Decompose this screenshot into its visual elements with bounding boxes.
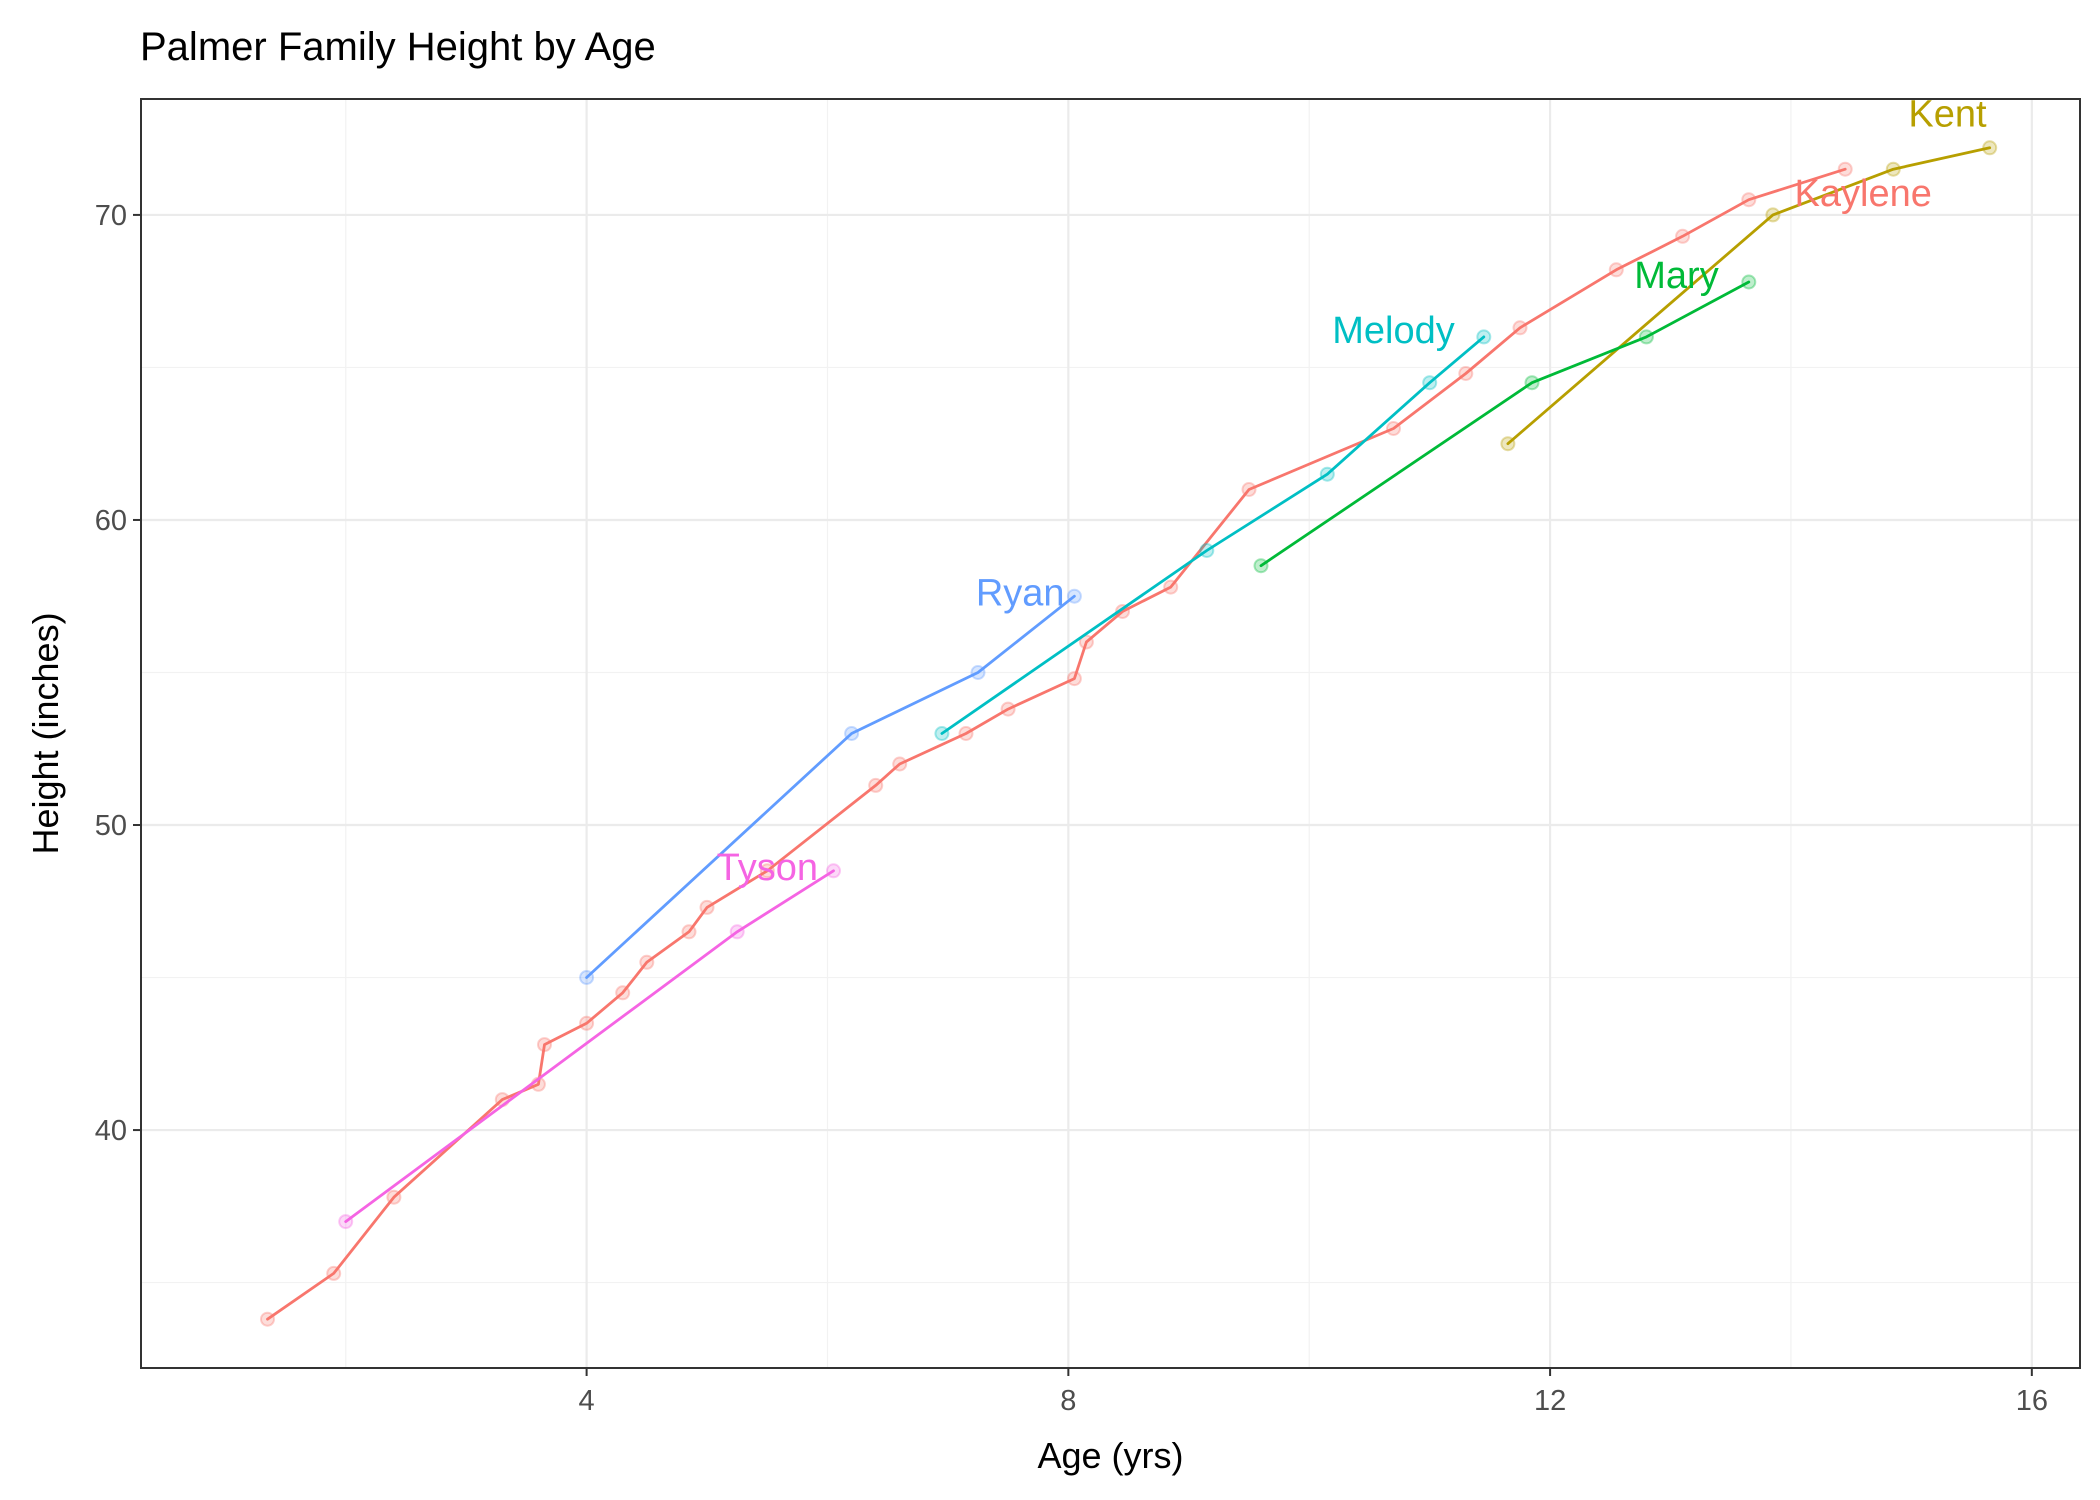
x-axis-title: Age (yrs) [1037,1435,1183,1476]
series-line-mary [1259,280,1751,568]
data-point [1675,228,1691,244]
data-point [1066,588,1082,604]
y-axis: 40 50 60 70 [95,200,141,1147]
data-point [1000,701,1016,717]
data-point [537,1037,552,1053]
data-point [1163,579,1179,595]
data-point [1638,329,1654,345]
series-line-melody [940,335,1486,735]
data-point [729,924,745,940]
data-point [892,756,908,772]
data-point [1885,161,1901,177]
data-point [1422,375,1438,391]
series-kent [1500,140,1998,452]
data-point [1608,262,1624,278]
data-point [1512,320,1528,336]
data-point [759,863,775,879]
series-line-ryan [585,594,1076,979]
x-tick-label: 12 [1534,1385,1566,1417]
data-point [1241,482,1257,497]
x-axis: 4 8 12 16 [579,1368,2048,1417]
data-point [1386,421,1401,436]
chart-title: Palmer Family Height by Age [140,25,656,69]
series-line-kent [1506,146,1992,446]
data-point [1078,634,1094,650]
data-point [1253,558,1269,574]
data-point [1741,274,1757,290]
data-point [1982,140,1998,156]
series-label-mary: Mary [1634,255,1718,297]
x-tick-label: 4 [579,1385,595,1417]
data-point [326,1265,342,1281]
data-point [681,924,697,940]
series-label-melody: Melody [1332,310,1455,352]
data-point [1319,466,1335,482]
data-point [1500,436,1516,452]
data-point [970,665,986,680]
series-line-kaylene [266,167,1847,1321]
data-point [639,954,655,970]
data-point [338,1214,354,1230]
data-point [958,726,974,741]
series-line-tyson [344,869,835,1223]
data-point [868,777,884,793]
major-gridlines [141,99,2080,1368]
series-labels: Kaylene Kent Mary Melody Ryan Tyson [717,94,1987,889]
y-tick-label: 50 [95,810,127,842]
data-point [1199,543,1215,558]
data-point [579,970,595,985]
y-tick-label: 70 [95,200,127,232]
series-label-tyson: Tyson [717,847,818,889]
data-point [826,863,841,879]
y-tick-label: 60 [95,505,127,537]
data-point [1837,161,1853,177]
data-point [1476,329,1492,345]
data-point [1524,375,1540,391]
series-label-kent: Kent [1908,94,1987,136]
plot-panel-border [140,98,2081,1369]
series-melody [934,329,1492,741]
data-point [1115,604,1130,619]
series-mary [1253,274,1757,574]
data-point [844,726,860,741]
minor-gridlines [141,99,2080,1368]
data-point [386,1189,402,1205]
series-label-ryan: Ryan [976,572,1065,614]
series-ryan [579,588,1082,985]
data-point [615,985,631,1001]
series-tyson [338,863,841,1230]
data-point [1765,207,1781,223]
series-layer [260,140,1998,1327]
data-point [1741,192,1757,208]
data-point [934,726,950,741]
data-point [260,1311,275,1327]
x-tick-label: 8 [1060,1385,1076,1417]
series-kaylene [260,161,1853,1327]
data-point [699,899,715,915]
y-tick-label: 40 [95,1115,127,1147]
y-axis-title: Height (inches) [25,612,66,854]
data-point [1066,671,1082,687]
data-point [579,1015,595,1031]
data-point [1458,366,1474,381]
series-label-kaylene: Kaylene [1795,173,1932,215]
x-tick-label: 16 [2016,1385,2048,1417]
